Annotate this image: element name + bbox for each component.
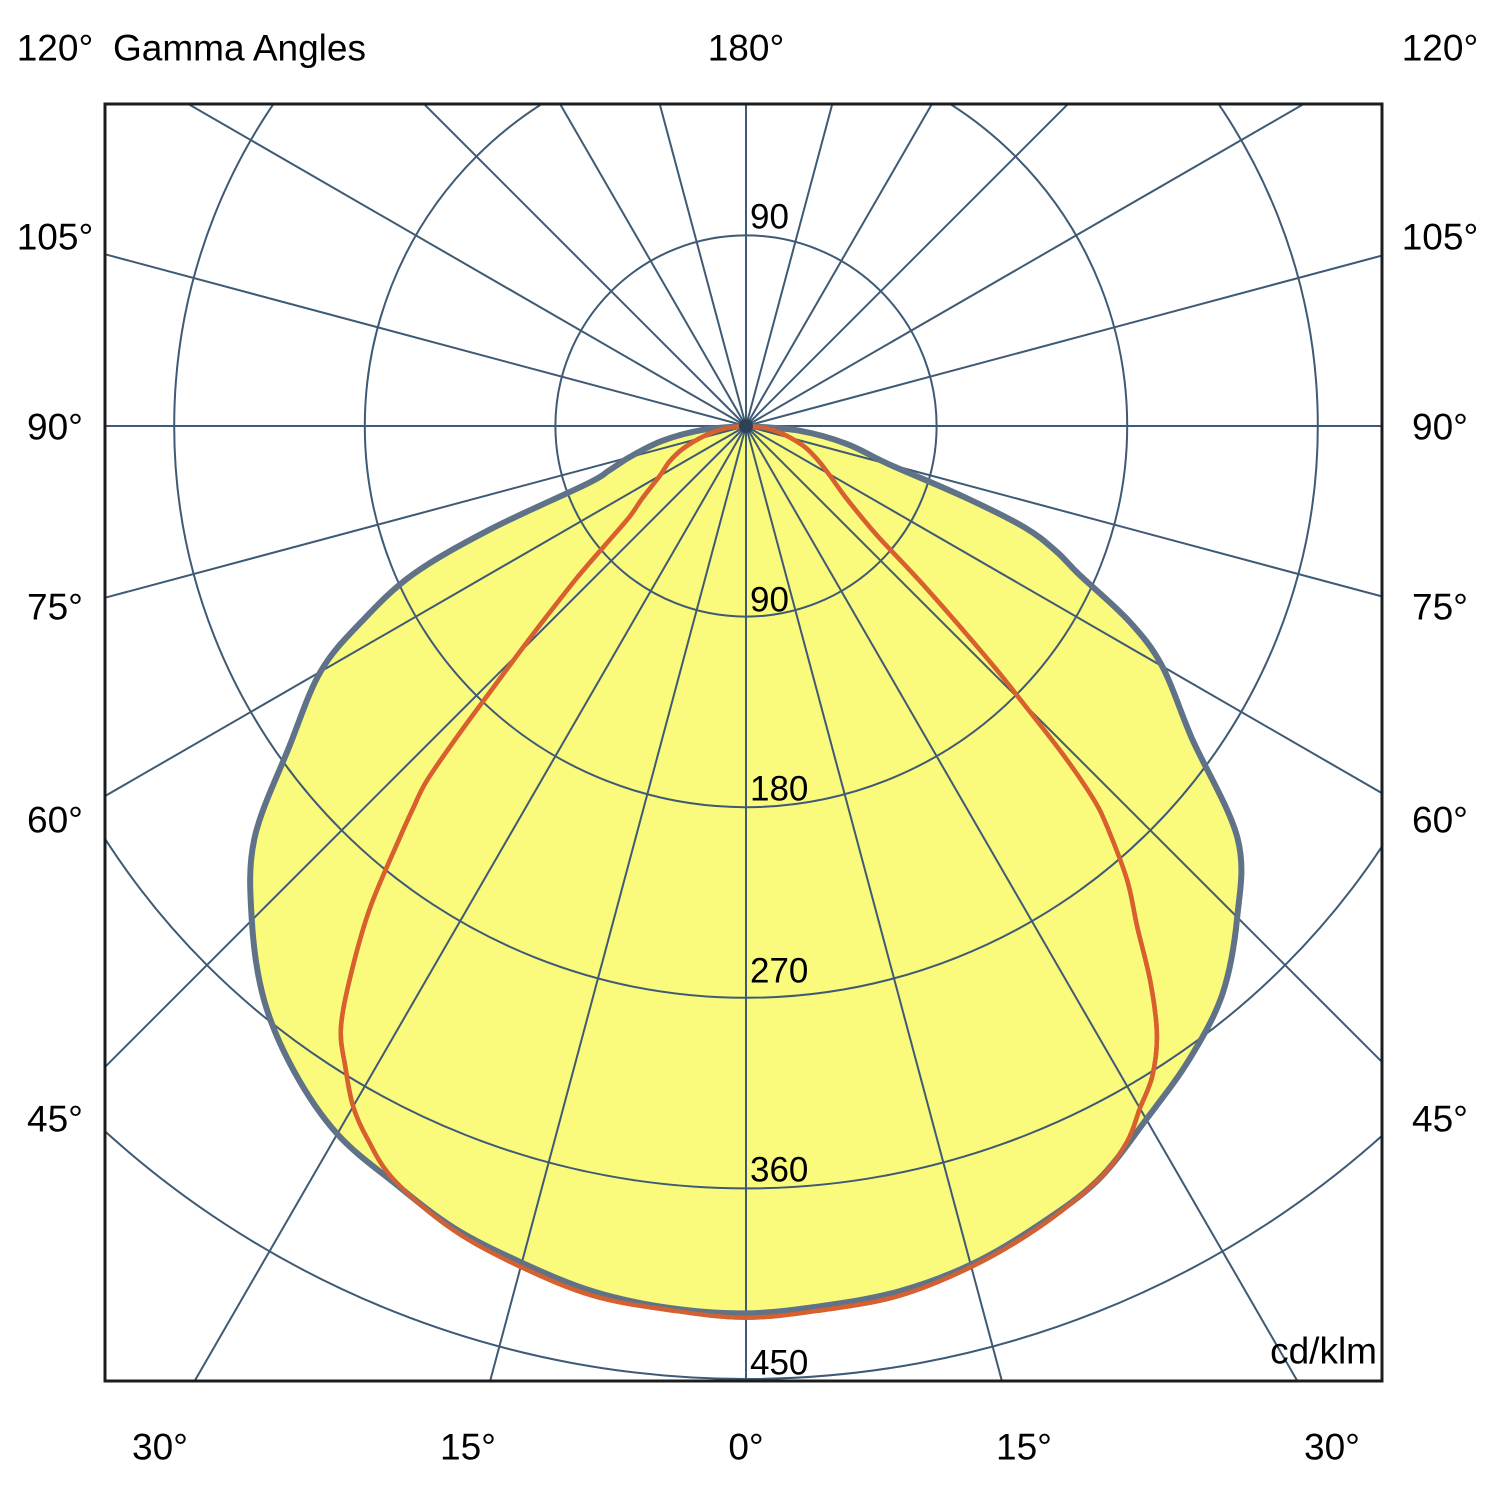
- grid-radial-line-210: [558, 104, 747, 427]
- radial-scale-label-5: 450: [750, 1343, 809, 1383]
- grid-radial-line-240: [186, 104, 747, 427]
- grid-radial-line-285: [105, 425, 747, 599]
- grid-radial-line-15: [745, 425, 1003, 1381]
- gamma-angle-label-top-1: 180°: [707, 27, 785, 69]
- grid-radial-line-60: [745, 425, 1382, 795]
- grid-radial-line-345: [489, 425, 747, 1381]
- radial-scale-label-3: 270: [750, 951, 809, 991]
- gamma-angle-label-right-0: 105°: [1401, 216, 1479, 258]
- gamma-angle-label-bottom-2: 0°: [728, 1426, 764, 1468]
- gamma-angle-label-right-3: 60°: [1412, 799, 1468, 841]
- gamma-angle-label-left-4: 45°: [27, 1098, 83, 1140]
- radial-scale-label-0: 90: [750, 197, 789, 237]
- gamma-angle-label-left-3: 60°: [27, 799, 83, 841]
- grid-radial-line-150: [745, 104, 934, 427]
- radial-scale-label-1: 90: [750, 580, 789, 620]
- gamma-angle-label-bottom-1: 15°: [440, 1426, 496, 1468]
- grid-radial-line-30: [745, 425, 1299, 1381]
- gamma-angle-label-bottom-0: 30°: [132, 1426, 188, 1468]
- gamma-angle-label-left-0: 105°: [16, 216, 94, 258]
- grid-radial-line-45: [745, 425, 1382, 1064]
- grid-radial-line-225: [422, 104, 747, 427]
- chart-title: Gamma Angles: [113, 27, 366, 69]
- grid-radial-line-120: [745, 104, 1306, 427]
- grid-radial-line-75: [745, 425, 1382, 598]
- grid-radial-line-330: [193, 425, 747, 1381]
- red-curve: [338, 423, 1160, 1320]
- gamma-angle-label-bottom-3: 15°: [996, 1426, 1052, 1468]
- gamma-angle-label-bottom-4: 30°: [1304, 1426, 1360, 1468]
- gamma-angle-label-right-2: 75°: [1412, 586, 1468, 628]
- pole-point: [739, 419, 753, 433]
- gamma-angle-label-top-0: 120°: [16, 27, 94, 69]
- gamma-angle-label-left-1: 90°: [27, 406, 83, 448]
- gamma-angle-label-right-1: 90°: [1412, 406, 1468, 448]
- grid-radial-line-300: [105, 425, 747, 798]
- gamma-angle-label-left-2: 75°: [27, 586, 83, 628]
- unit-label: cd/klm: [1270, 1330, 1377, 1372]
- gamma-angle-label-top-2: 120°: [1401, 27, 1479, 69]
- radial-scale-label-4: 360: [750, 1150, 809, 1190]
- filled-curve-outline: [247, 423, 1245, 1317]
- grid-radial-line-105: [745, 254, 1382, 427]
- gamma-angle-label-right-4: 45°: [1412, 1098, 1468, 1140]
- grid-radial-line-315: [105, 425, 747, 1069]
- grid-radial-line-255: [105, 253, 747, 427]
- plot-border: [103, 102, 1384, 1383]
- grid-radial-line-165: [745, 104, 834, 427]
- radial-scale-label-2: 180: [750, 769, 809, 809]
- grid-radial-line-195: [658, 104, 747, 427]
- grid-radial-line-135: [745, 104, 1070, 427]
